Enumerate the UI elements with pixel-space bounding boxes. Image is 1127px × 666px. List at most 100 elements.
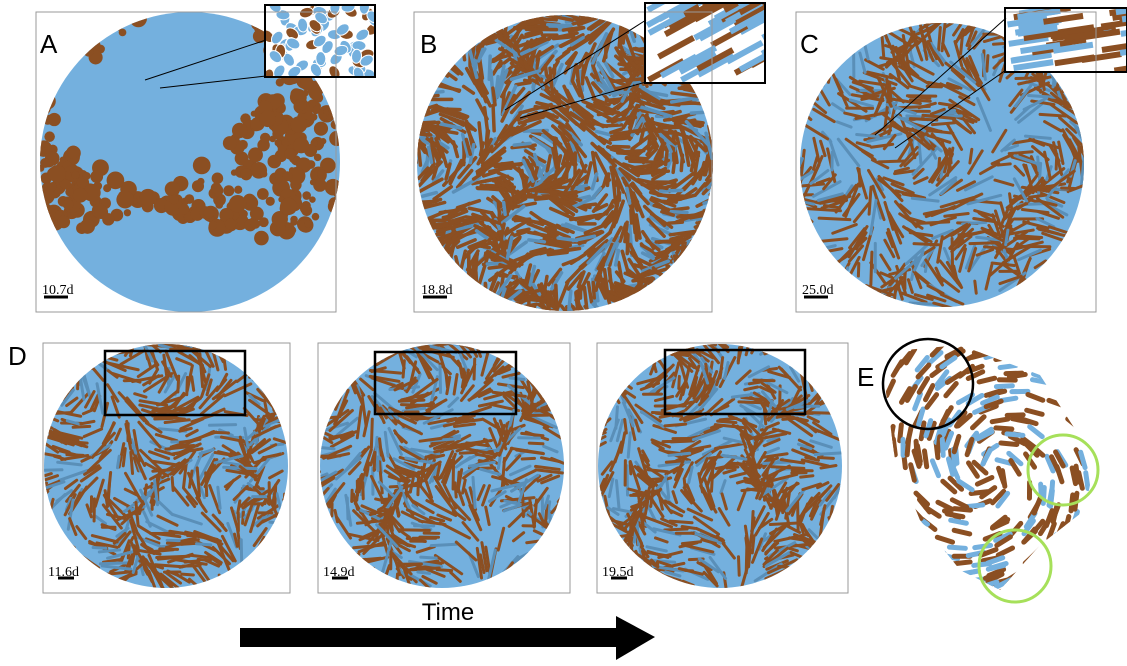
texture — [232, 123, 247, 138]
texture — [63, 199, 74, 210]
texture — [996, 428, 1012, 429]
texture — [1006, 6, 1127, 71]
texture — [321, 517, 333, 542]
texture — [395, 90, 419, 93]
texture — [417, 257, 418, 271]
texture — [267, 578, 298, 582]
texture — [45, 361, 53, 388]
texture — [68, 367, 71, 387]
texture — [702, 230, 729, 247]
texture — [35, 102, 50, 117]
texture — [463, 16, 476, 43]
texture — [262, 344, 273, 350]
texture — [254, 231, 269, 246]
texture — [516, 366, 542, 368]
texture — [314, 154, 322, 162]
texture — [454, 294, 466, 305]
texture — [657, 339, 673, 342]
texture — [819, 218, 850, 219]
texture — [91, 20, 100, 29]
texture — [1054, 371, 1068, 378]
texture — [823, 576, 832, 588]
texture — [502, 224, 505, 237]
texture — [643, 329, 649, 360]
texture — [814, 81, 818, 99]
texture — [1009, 374, 1025, 376]
texture — [325, 578, 334, 601]
texture — [616, 352, 628, 354]
texture — [1021, 363, 1037, 364]
texture — [1086, 147, 1096, 171]
texture — [1071, 539, 1079, 553]
texture — [939, 27, 941, 50]
texture — [317, 169, 326, 178]
texture — [818, 457, 833, 458]
texture — [518, 557, 547, 570]
texture — [456, 291, 474, 307]
texture — [608, 556, 627, 563]
texture — [866, 294, 885, 299]
texture — [706, 256, 709, 275]
texture — [773, 34, 801, 38]
texture — [642, 295, 662, 311]
texture — [248, 572, 256, 580]
texture — [1060, 356, 1075, 361]
texture — [67, 146, 80, 159]
texture — [65, 356, 73, 381]
texture — [116, 191, 134, 209]
texture — [1029, 352, 1045, 355]
texture — [449, 220, 478, 222]
texture — [1075, 520, 1080, 535]
texture — [397, 82, 427, 90]
texture — [1010, 346, 1026, 348]
texture — [267, 376, 288, 394]
texture — [1079, 291, 1085, 320]
texture — [273, 580, 298, 586]
texture — [170, 195, 179, 204]
texture — [437, 257, 440, 276]
texture — [333, 370, 335, 384]
texture — [524, 349, 541, 352]
texture — [350, 360, 367, 365]
texture — [908, 518, 920, 529]
texture — [461, 22, 472, 28]
texture — [557, 382, 562, 397]
texture — [403, 87, 431, 93]
texture — [454, 280, 459, 290]
texture — [1021, 280, 1045, 299]
texture — [410, 139, 416, 149]
texture — [560, 365, 561, 381]
texture — [623, 27, 624, 43]
texture — [376, 332, 380, 342]
texture — [807, 574, 816, 590]
texture — [1084, 548, 1093, 561]
texture — [914, 533, 929, 539]
texture — [33, 397, 61, 404]
texture — [791, 167, 800, 185]
texture — [692, 243, 703, 253]
texture — [204, 208, 214, 218]
texture — [74, 362, 77, 374]
texture — [341, 582, 354, 595]
texture — [584, 482, 595, 501]
texture — [687, 266, 703, 286]
texture — [833, 412, 845, 415]
texture — [47, 590, 55, 613]
texture — [421, 557, 436, 558]
texture — [842, 268, 848, 288]
texture — [630, 161, 661, 162]
texture — [839, 304, 850, 312]
texture — [936, 16, 952, 22]
texture — [824, 352, 843, 373]
texture — [761, 338, 784, 354]
texture — [447, 332, 465, 342]
texture — [444, 271, 449, 284]
texture — [580, 417, 606, 431]
texture — [1051, 378, 1065, 386]
texture — [229, 329, 234, 345]
texture — [251, 219, 260, 228]
texture — [682, 527, 695, 529]
texture — [954, 530, 970, 534]
texture — [661, 127, 679, 128]
texture — [1090, 358, 1105, 364]
